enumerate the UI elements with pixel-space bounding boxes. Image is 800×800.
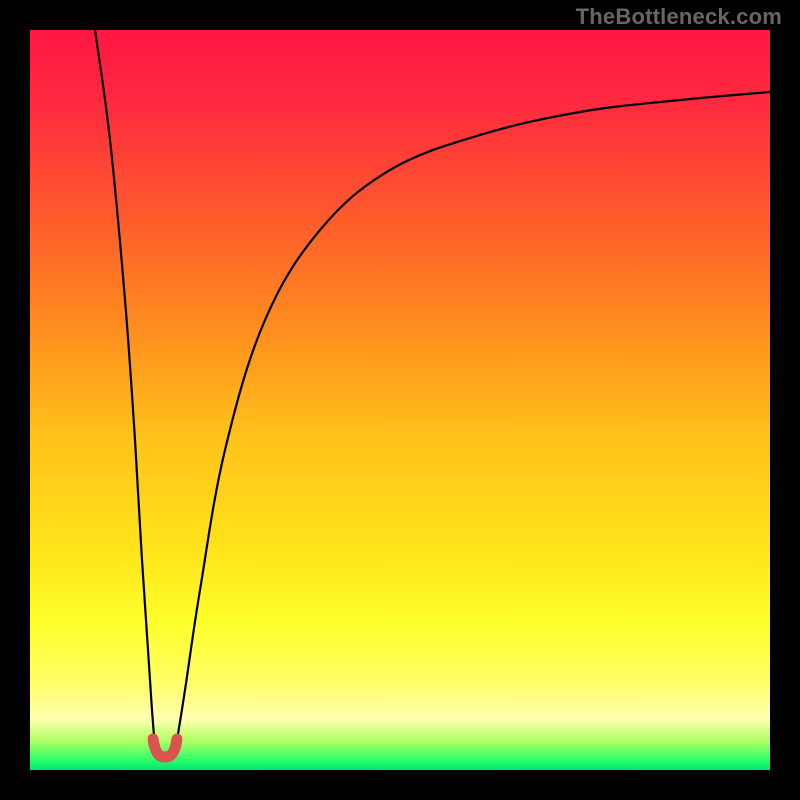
trough-marker-icon	[153, 739, 177, 757]
chart-frame: TheBottleneck.com	[0, 0, 800, 800]
bottleneck-curve	[95, 30, 770, 760]
curve-layer	[30, 30, 770, 770]
plot-area	[30, 30, 770, 770]
watermark-text: TheBottleneck.com	[576, 4, 782, 30]
